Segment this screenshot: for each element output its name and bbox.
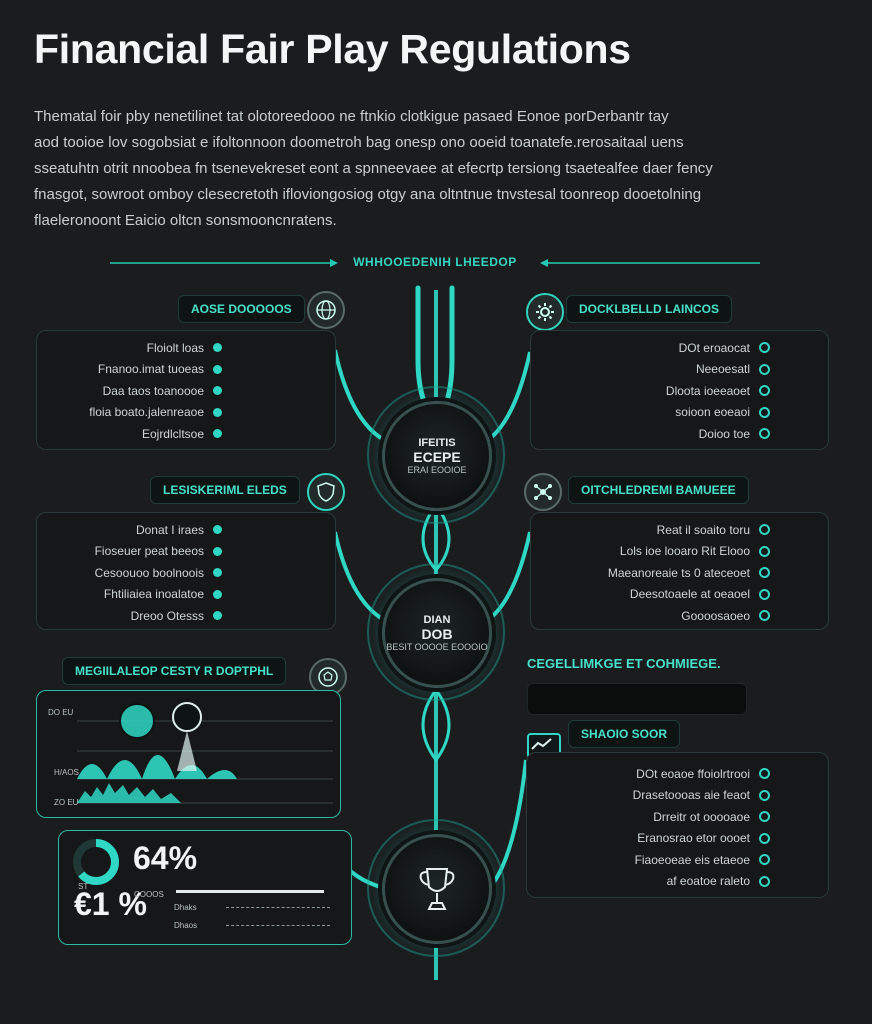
hub-2-line1: DIAN xyxy=(423,614,451,626)
intro-line: sseatuhtn otrit nnoobea fn tsenevekreset… xyxy=(34,160,713,177)
right-group-3-heading: SHAOIO SOOR xyxy=(568,720,681,748)
section-header: WHHOOEDENIH LHEEDOP xyxy=(353,255,517,269)
right-group-1-heading: DOCKLBELLD LAINCOS xyxy=(566,295,732,323)
right-group-1-list: DOt eroaocat Neeoesatl Dloota ioeeaoet s… xyxy=(560,337,770,445)
kpi-row-label: Dhaks xyxy=(174,903,197,912)
list-item: Reat il soaito toru xyxy=(560,519,770,541)
chart-label-bottom: ZO EU xyxy=(54,798,79,807)
right-group-2-list: Reat il soaito toru Lols ioe looaro Rit … xyxy=(560,519,770,627)
hub-1-line2: ECEPE xyxy=(413,449,461,465)
shield-icon xyxy=(307,473,345,511)
analysis-chart xyxy=(77,702,333,804)
intro-line: aod tooioe lov sogobsiat e ifoltonnoon d… xyxy=(34,134,684,151)
list-item: DOt eoaoe ffoiolrtrooi xyxy=(556,763,770,785)
right-group-1-panel xyxy=(530,330,829,450)
list-item: Drreitr ot ooooaoe xyxy=(556,806,770,828)
hub-1-line3: ERAI EOOIOE xyxy=(407,465,467,475)
hub-2: DIAN DOB BESIT OOOOE EOOOIO xyxy=(382,578,492,688)
right-group-2-heading: OITCHLEDREMI BAMUEEE xyxy=(568,476,749,504)
right-group-3-panel xyxy=(526,752,829,898)
list-item: Doioo toe xyxy=(560,423,770,445)
kpi-small-value: €1 % xyxy=(74,886,147,922)
list-item: Fioseuer peat beeos xyxy=(50,541,222,563)
list-item: Goooosaoeo xyxy=(560,605,770,627)
list-item: Eranosrao etor oooet xyxy=(556,828,770,850)
list-item: Eojrdlcltsoe xyxy=(50,423,222,445)
left-group-2-panel xyxy=(36,512,336,630)
intro-line: fnasgot, sowroot omboy clesecretoth iflo… xyxy=(34,186,702,203)
trophy-icon xyxy=(419,868,455,910)
list-item: Drasetoooas aie feaot xyxy=(556,785,770,807)
intro-line: flaeleronoont Eaicio oltcn sonsmooncnrat… xyxy=(34,212,337,229)
list-item: Dreoo Otesss xyxy=(50,605,222,627)
kpi-bar xyxy=(176,890,324,893)
list-item: DOt eroaocat xyxy=(560,337,770,359)
list-item: Donat I iraes xyxy=(50,519,222,541)
network-icon xyxy=(524,473,562,511)
left-group-2-list: Donat I iraes Fioseuer peat beeos Cesoou… xyxy=(50,519,222,627)
list-item: floia boato.jalenreaoe xyxy=(50,402,222,424)
left-group-2-heading: LESISKERIML ELEDS xyxy=(150,476,300,504)
list-item: Floiolt loas xyxy=(50,337,222,359)
intro-line: Thematal foir pby nenetilinet tat olotor… xyxy=(34,108,669,125)
list-item: Fhtiliaiea inoalatoe xyxy=(50,584,222,606)
chart-label-top: DO EU xyxy=(48,708,74,717)
globe-icon xyxy=(307,291,345,329)
right-group-2-panel xyxy=(530,512,829,630)
hub-2-line3: BESIT OOOOE EOOOIO xyxy=(386,642,488,652)
kpi-row-label: Dhaos xyxy=(174,921,198,930)
chart-label-mid: H/AOS xyxy=(54,768,79,777)
analysis-heading: MEGIILALEOP CESTY R DOPTPHL xyxy=(62,657,287,685)
analysis-chart-panel xyxy=(36,690,341,818)
kpi-row-rule xyxy=(226,907,330,908)
list-item: Fiaoeoeae eis etaeoe xyxy=(556,849,770,871)
list-item: soioon eoeaoi xyxy=(560,402,770,424)
right-group-3-list: DOt eoaoe ffoiolrtrooi Drasetoooas aie f… xyxy=(556,763,770,892)
intro-paragraph: Thematal foir pby nenetilinet tat olotor… xyxy=(34,104,834,234)
kpi-big-value: 64% xyxy=(133,840,198,876)
progress-ring-icon xyxy=(73,839,119,885)
kpi-small-label: COOOS xyxy=(134,890,164,899)
ball-icon xyxy=(309,658,347,696)
list-item: Dloota ioeeaoet xyxy=(560,380,770,402)
hub-1-line1: IFEITIS xyxy=(418,437,456,449)
list-item: Cesoouoo boolnoois xyxy=(50,562,222,584)
list-item: af eoatoe raleto xyxy=(556,871,770,893)
list-item: Maeanoreaie ts 0 ateceoet xyxy=(560,562,770,584)
kpi-row-rule xyxy=(226,925,330,926)
monitor-bar xyxy=(527,683,747,715)
hub-2-line2: DOB xyxy=(421,626,453,642)
list-item: Lols ioe looaro Rit Elooo xyxy=(560,541,770,563)
list-item: Deesotoaele at oeaoel xyxy=(560,584,770,606)
left-group-1-heading: AOSE DOOOOOS xyxy=(178,295,305,323)
hub-3 xyxy=(382,834,492,944)
gear-icon xyxy=(526,293,564,331)
hub-1: IFEITIS ECEPE ERAI EOOIOE xyxy=(382,401,492,511)
list-item: Daa taos toanoooe xyxy=(50,380,222,402)
left-group-1-list: Floiolt loas Fnanoo.imat tuoeas Daa taos… xyxy=(50,337,222,445)
kpi-small-caption: ST xyxy=(78,882,89,891)
list-item: Neeoesatl xyxy=(560,359,770,381)
page-title: Financial Fair Play Regulations xyxy=(34,26,631,72)
monitor-heading: CEGELLIMKGE ET COHMIEGE. xyxy=(527,656,721,671)
list-item: Fnanoo.imat tuoeas xyxy=(50,359,222,381)
left-group-1-panel xyxy=(36,330,336,450)
